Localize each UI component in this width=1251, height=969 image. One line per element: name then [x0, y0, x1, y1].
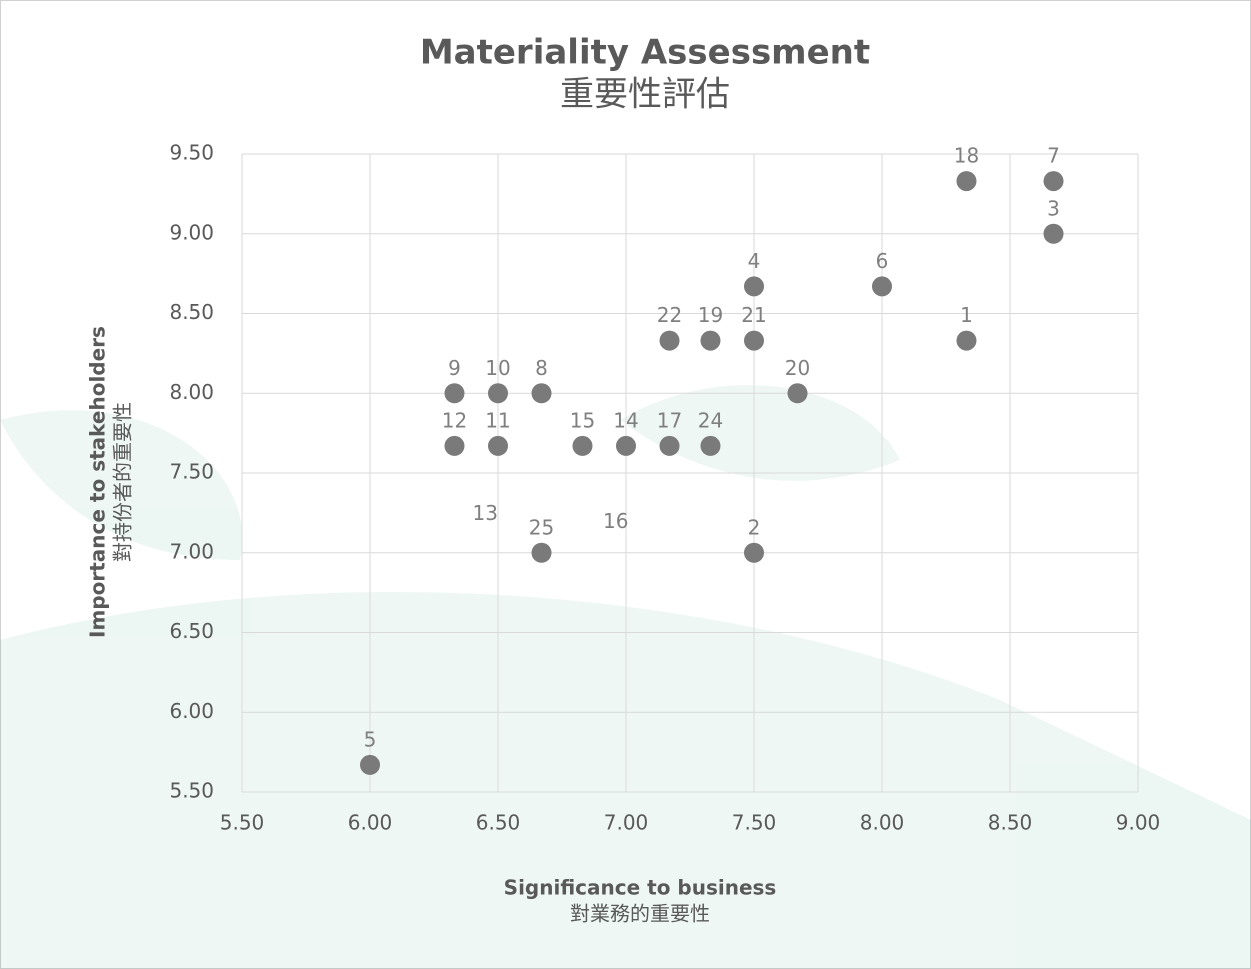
- point-label: 8: [535, 356, 548, 380]
- point: [488, 436, 508, 456]
- y-tick-label: 7.00: [169, 539, 214, 563]
- point-label: 6: [876, 249, 889, 273]
- point: [956, 331, 976, 351]
- point: [700, 436, 720, 456]
- point-label: 15: [570, 408, 595, 432]
- point: [444, 436, 464, 456]
- point-label: 1: [960, 303, 973, 327]
- y-tick-label: 9.00: [169, 220, 214, 244]
- point: [572, 436, 592, 456]
- x-tick-label: 7.50: [732, 811, 777, 835]
- point: [660, 331, 680, 351]
- y-axis-title: Importance to stakeholders: [86, 326, 110, 638]
- annotation: 13: [472, 501, 497, 525]
- point: [1044, 224, 1064, 244]
- point-label: 14: [613, 408, 638, 432]
- x-axis-title: Significance to business: [504, 876, 777, 900]
- x-axis-subtitle: 對業務的重要性: [570, 902, 710, 926]
- x-tick-label: 6.00: [348, 811, 393, 835]
- point: [1044, 171, 1064, 191]
- annotation: 16: [603, 509, 628, 533]
- point-label: 10: [485, 356, 510, 380]
- point-label: 22: [657, 303, 682, 327]
- point-label: 24: [698, 408, 723, 432]
- x-tick-label: 9.00: [1116, 811, 1161, 835]
- x-tick-label: 6.50: [476, 811, 521, 835]
- y-tick-label: 7.50: [169, 460, 214, 484]
- point-label: 18: [954, 144, 979, 168]
- point: [700, 331, 720, 351]
- point: [616, 436, 636, 456]
- y-tick-label: 9.50: [169, 141, 214, 165]
- chart-subtitle: 重要性評估: [560, 75, 730, 115]
- point-label: 20: [785, 356, 810, 380]
- point-label: 4: [748, 249, 761, 273]
- x-tick-label: 8.50: [988, 811, 1033, 835]
- y-tick-label: 8.50: [169, 300, 214, 324]
- chart-title: Materiality Assessment: [420, 33, 870, 73]
- x-tick-label: 5.50: [220, 811, 265, 835]
- x-tick-label: 8.00: [860, 811, 905, 835]
- point-label: 2: [748, 515, 761, 539]
- point: [488, 383, 508, 403]
- point: [444, 383, 464, 403]
- point-label: 11: [485, 408, 510, 432]
- point: [872, 276, 892, 296]
- point: [532, 543, 552, 563]
- point: [744, 331, 764, 351]
- y-tick-label: 5.50: [169, 779, 214, 803]
- point-label: 21: [741, 303, 766, 327]
- point: [788, 383, 808, 403]
- point: [744, 543, 764, 563]
- point-label: 5: [364, 727, 377, 751]
- point-label: 9: [448, 356, 461, 380]
- y-tick-label: 8.00: [169, 380, 214, 404]
- x-tick-label: 7.00: [604, 811, 649, 835]
- point-label: 12: [442, 408, 467, 432]
- chart: Materiality Assessment 重要性評估 Significanc…: [0, 0, 1251, 969]
- point: [956, 171, 976, 191]
- point-label: 7: [1047, 144, 1060, 168]
- point: [660, 436, 680, 456]
- y-tick-label: 6.00: [169, 699, 214, 723]
- point: [744, 276, 764, 296]
- point-label: 17: [657, 408, 682, 432]
- point: [360, 755, 380, 775]
- point-label: 19: [698, 303, 723, 327]
- y-axis-subtitle: 對持份者的重要性: [111, 402, 135, 562]
- point-label: 25: [529, 515, 554, 539]
- y-tick-label: 6.50: [169, 619, 214, 643]
- point-label: 3: [1047, 196, 1060, 220]
- point: [532, 383, 552, 403]
